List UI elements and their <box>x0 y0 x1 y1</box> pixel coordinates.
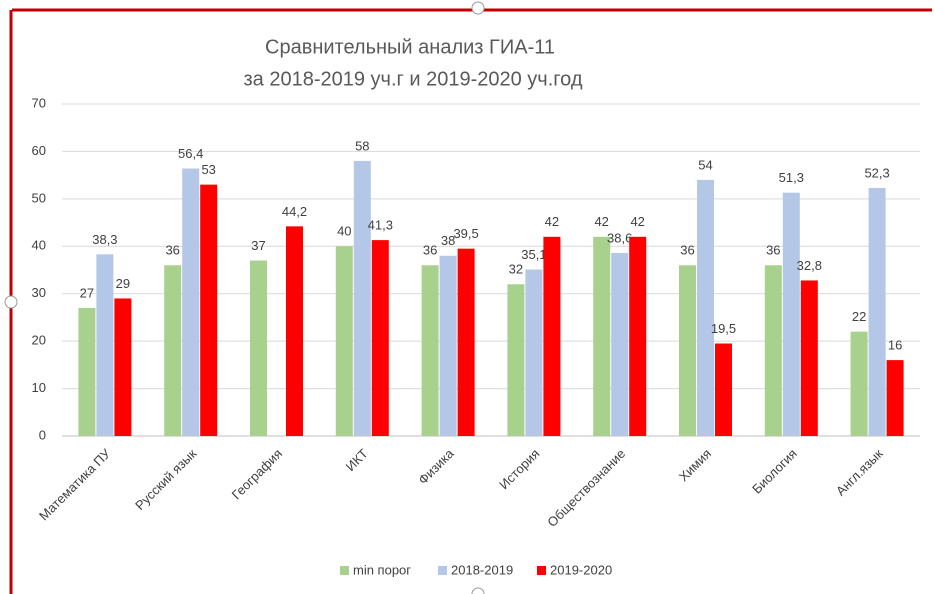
value-label: 36 <box>766 243 780 258</box>
bar <box>439 255 457 436</box>
legend-label: 2018-2019 <box>451 562 513 577</box>
x-tick-label: Биология <box>749 446 800 497</box>
value-label: 38,6 <box>607 230 632 245</box>
bar <box>182 168 200 436</box>
bar <box>286 226 303 436</box>
chart-title: Сравнительный анализ ГИА-11 <box>265 36 555 58</box>
bar <box>800 280 818 436</box>
value-label: 41,3 <box>368 218 393 233</box>
value-label: 35,1 <box>521 247 546 262</box>
y-tick-label: 60 <box>32 143 46 158</box>
bar <box>200 184 218 436</box>
y-tick-label: 40 <box>32 238 46 253</box>
bar <box>868 187 886 436</box>
bar <box>764 265 782 436</box>
x-tick-label: Физика <box>415 445 457 487</box>
value-label: 52,3 <box>864 165 889 180</box>
bar <box>335 246 353 436</box>
bar <box>679 265 696 436</box>
x-tick-label: География <box>229 446 285 502</box>
bar <box>886 360 904 436</box>
bar <box>78 307 96 436</box>
bar <box>507 284 525 436</box>
legend-swatch <box>340 566 349 575</box>
x-tick-label: Химия <box>676 446 714 484</box>
bar <box>250 260 267 436</box>
value-label: 36 <box>165 243 179 258</box>
y-tick-label: 30 <box>32 285 46 300</box>
y-tick-label: 0 <box>39 427 46 442</box>
bar <box>457 248 475 436</box>
bar <box>611 252 629 436</box>
y-tick-label: 50 <box>32 190 46 205</box>
x-tick-label: Математика ПУ <box>36 445 114 523</box>
value-label: 42 <box>594 214 608 229</box>
bar <box>697 179 714 436</box>
handle <box>4 295 18 309</box>
value-label: 39,5 <box>453 226 478 241</box>
value-label: 32,8 <box>797 258 822 273</box>
bar <box>421 265 439 436</box>
value-label: 42 <box>545 214 559 229</box>
bar <box>114 298 132 436</box>
y-tick-label: 20 <box>32 333 46 348</box>
value-label: 36 <box>423 243 437 258</box>
bar <box>593 236 611 436</box>
value-label: 53 <box>201 162 215 177</box>
handle <box>471 587 485 594</box>
bar <box>782 192 800 436</box>
value-label: 32 <box>509 262 523 277</box>
value-label: 19,5 <box>711 321 736 336</box>
value-label: 29 <box>116 276 130 291</box>
value-label: 27 <box>80 285 94 300</box>
legend-swatch <box>438 566 447 575</box>
bar <box>353 160 371 436</box>
bar <box>164 265 182 436</box>
x-tick-label: Обществознание <box>544 446 628 530</box>
value-label: 38 <box>441 233 455 248</box>
x-tick-label: История <box>496 446 542 492</box>
handle <box>471 1 485 15</box>
value-label: 22 <box>852 309 866 324</box>
chart-subtitle: за 2018-2019 уч.г и 2019-2020 уч.год <box>244 68 583 90</box>
bar <box>629 236 647 436</box>
value-label: 37 <box>251 238 265 253</box>
value-label: 40 <box>337 224 351 239</box>
value-label: 16 <box>888 338 902 353</box>
bar <box>96 254 114 436</box>
value-label: 44,2 <box>282 204 307 219</box>
bar <box>850 331 868 436</box>
bar <box>543 236 561 436</box>
value-label: 56,4 <box>178 146 203 161</box>
bar <box>371 240 389 436</box>
x-tick-label: Русский язык <box>132 446 199 513</box>
value-label: 36 <box>680 243 694 258</box>
y-tick-label: 70 <box>32 95 46 110</box>
x-tick-label: Англ.язык <box>833 446 886 499</box>
value-label: 58 <box>355 138 369 153</box>
legend-label: min порог <box>353 562 411 577</box>
y-tick-label: 10 <box>32 380 46 395</box>
bar <box>525 269 543 436</box>
legend-swatch <box>537 566 546 575</box>
x-tick-label: ИКТ <box>343 446 371 474</box>
value-label: 38,3 <box>92 232 117 247</box>
legend-label: 2019-2020 <box>550 562 612 577</box>
value-label: 54 <box>698 157 712 172</box>
bar <box>715 343 732 436</box>
value-label: 51,3 <box>779 170 804 185</box>
value-label: 42 <box>630 214 644 229</box>
